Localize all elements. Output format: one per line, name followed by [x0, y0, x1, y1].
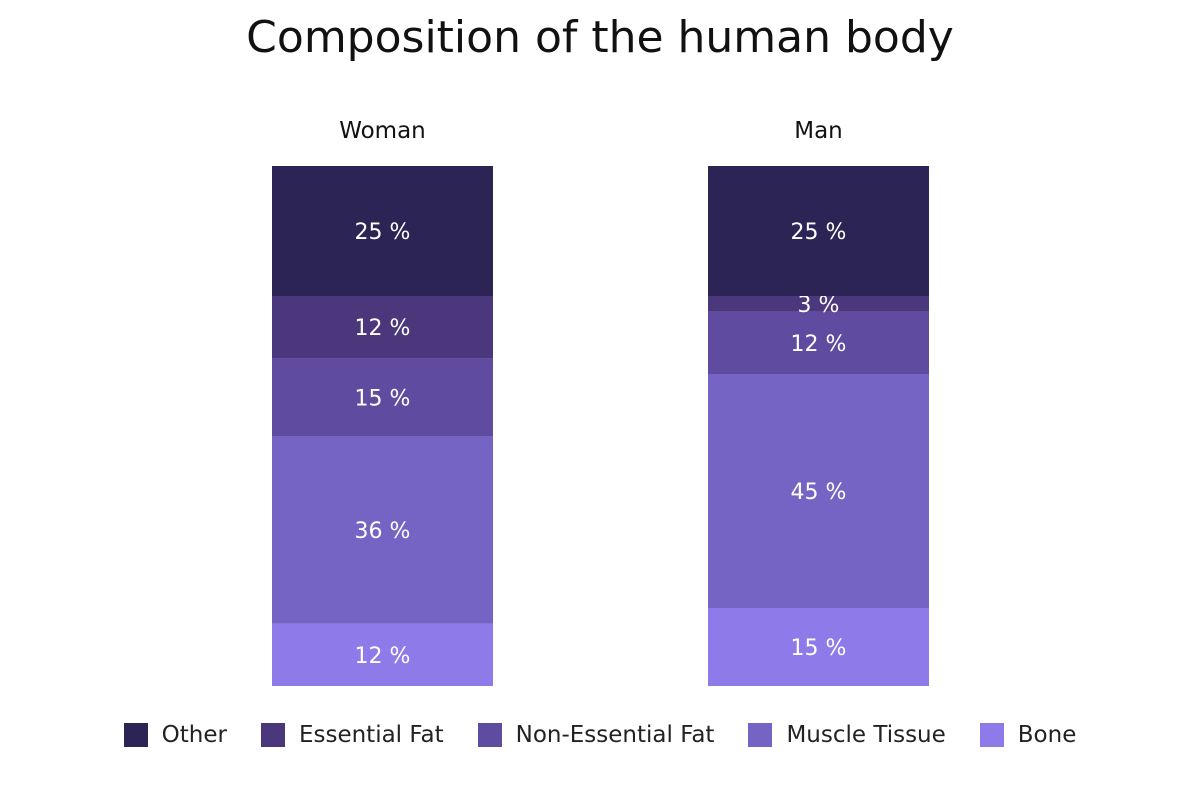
bar-segment-woman-essential-fat — [272, 296, 493, 359]
data-label-man-bone: 15 % — [791, 636, 847, 661]
data-label-man-muscle-tissue: 45 % — [791, 480, 847, 505]
legend-label-essential-fat: Essential Fat — [298, 722, 444, 748]
data-label-woman-essential-fat: 12 % — [355, 316, 411, 341]
legend-swatch-non-essential-fat — [477, 723, 502, 747]
legend-swatch-essential-fat — [260, 723, 285, 747]
data-label-woman-muscle-tissue: 36 % — [355, 519, 411, 544]
bar-segment-man-bone — [708, 608, 929, 686]
bar-segment-man-muscle-tissue — [708, 374, 929, 608]
legend-item-non-essential-fat: Non-Essential Fat — [477, 722, 715, 748]
bar-segment-woman-muscle-tissue — [272, 436, 493, 624]
data-label-man-non-essential-fat: 12 % — [791, 332, 847, 357]
legend-item-bone: Bone — [979, 722, 1077, 748]
bar-segment-man-essential-fat — [708, 296, 929, 312]
chart-title: Composition of the human body — [246, 12, 954, 63]
legend-swatch-muscle-tissue — [748, 723, 773, 747]
bar-segment-man-other — [708, 166, 929, 296]
legend: Other Essential Fat Non-Essential Fat Muscl… — [0, 722, 1200, 748]
legend-item-essential-fat: Essential Fat — [260, 722, 444, 748]
bar-segment-man-non-essential-fat — [708, 311, 929, 374]
legend-swatch-other — [123, 723, 148, 747]
category-label-man: Man — [794, 118, 843, 144]
legend-label-other: Other — [161, 722, 227, 748]
data-label-man-other: 25 % — [791, 220, 847, 245]
bar-segment-woman-bone — [272, 623, 493, 686]
bar-segment-woman-non-essential-fat — [272, 358, 493, 437]
category-label-woman: Woman — [339, 118, 426, 144]
legend-swatch-bone — [979, 723, 1004, 747]
data-label-woman-bone: 12 % — [355, 644, 411, 669]
bar-segment-woman-other — [272, 166, 493, 296]
legend-label-non-essential-fat: Non-Essential Fat — [515, 722, 715, 748]
data-label-woman-other: 25 % — [355, 220, 411, 245]
legend-label-bone: Bone — [1017, 722, 1077, 748]
legend-label-muscle-tissue: Muscle Tissue — [786, 722, 946, 748]
legend-item-muscle-tissue: Muscle Tissue — [748, 722, 946, 748]
data-label-woman-non-essential-fat: 15 % — [355, 386, 411, 411]
legend-item-other: Other — [123, 722, 227, 748]
data-label-man-essential-fat: 3 % — [798, 293, 840, 318]
